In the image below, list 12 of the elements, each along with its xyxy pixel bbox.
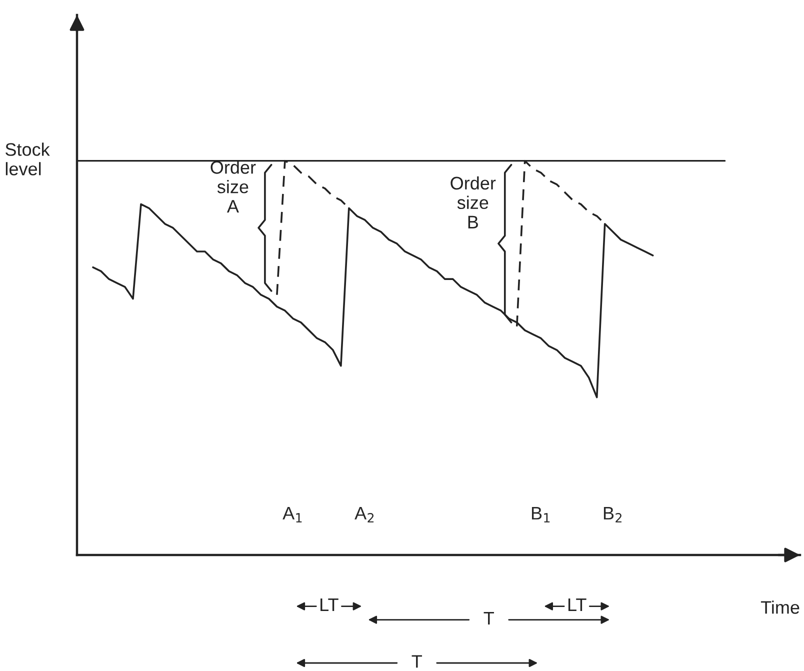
text: LT xyxy=(568,598,586,611)
x-tick-label: B$_{1}$ xyxy=(532,507,550,522)
annotation: Order size A xyxy=(210,160,256,213)
x-axis-title: Time xyxy=(760,600,800,614)
text: LT xyxy=(320,598,338,611)
y-axis-title: Stock level xyxy=(6,142,50,176)
text: T xyxy=(484,612,494,624)
x-tick-label: A$_{1}$ xyxy=(282,507,302,522)
x-tick-label: B$_{2}$ xyxy=(604,507,622,522)
annotation: Order size B xyxy=(450,176,496,228)
text: T xyxy=(412,655,422,668)
x-tick-label: A$_{2}$ xyxy=(354,507,374,522)
